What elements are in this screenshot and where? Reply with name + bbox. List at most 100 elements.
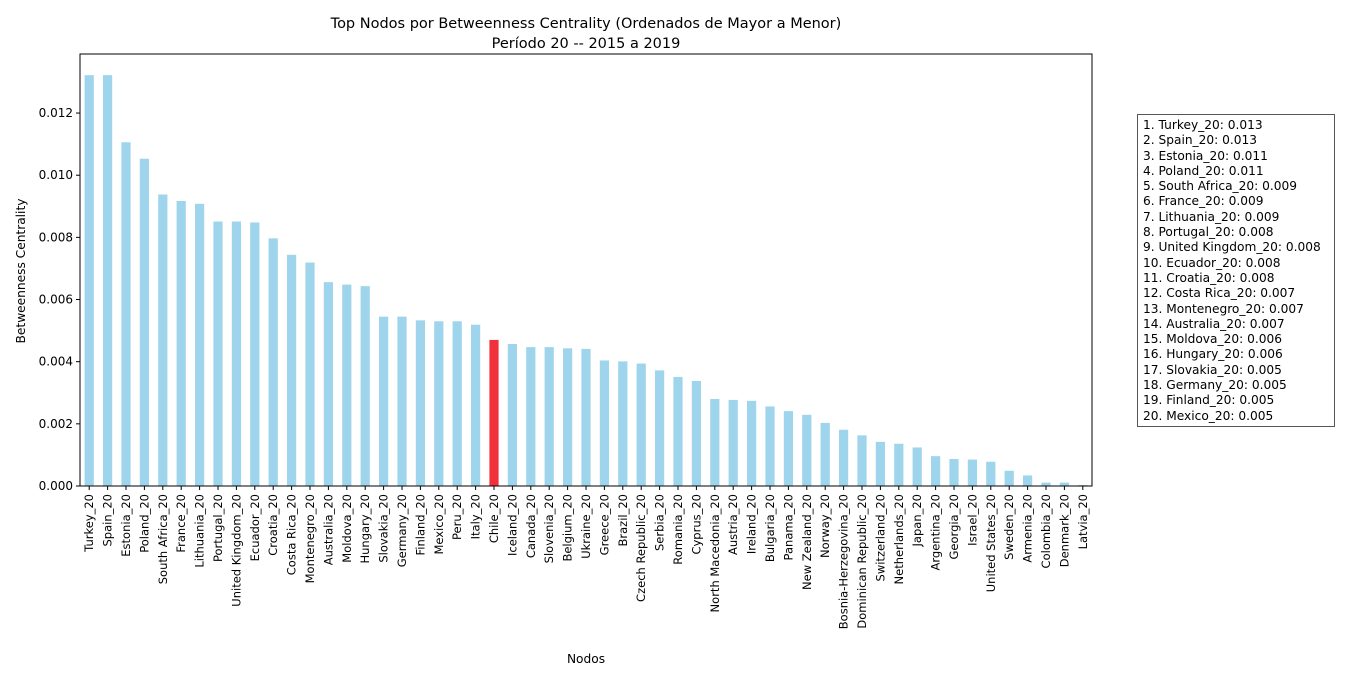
- x-tick-label: Ireland_20: [745, 494, 759, 554]
- bar: [802, 414, 812, 486]
- bar: [103, 75, 113, 486]
- legend-entry: 9. United Kingdom_20: 0.008: [1143, 240, 1321, 255]
- bar: [747, 400, 757, 486]
- x-tick-label: Serbia_20: [653, 494, 667, 551]
- bar: [397, 316, 407, 486]
- bar: [544, 347, 554, 486]
- x-tick-label: United Kingdom_20: [229, 494, 243, 607]
- x-tick-label: Colombia_20: [1039, 494, 1053, 568]
- x-axis: Turkey_20 Spain_20 Estonia_20 Poland_20 Sout…: [82, 486, 1090, 629]
- y-tick-label: 0.010: [39, 168, 73, 182]
- x-tick-label: Spain_20: [101, 494, 115, 547]
- bar: [489, 339, 499, 486]
- bar: [912, 447, 922, 486]
- bar: [710, 398, 720, 486]
- x-tick-label: Poland_20: [137, 494, 151, 553]
- bar: [323, 282, 333, 486]
- bar: [176, 201, 186, 486]
- x-tick-label: Bosnia-Herzegovina_20: [837, 494, 851, 629]
- bar: [213, 221, 223, 486]
- legend-entries: 1. Turkey_20: 0.013 2. Spain_20: 0.013 3. …: [1143, 118, 1334, 424]
- bar: [139, 158, 149, 487]
- legend-entry: 3. Estonia_20: 0.011: [1143, 148, 1268, 163]
- chart-subtitle: Período 20 -- 2015 a 2019: [492, 36, 681, 52]
- bar: [195, 203, 205, 487]
- bar: [434, 321, 444, 486]
- bar: [894, 443, 904, 486]
- x-tick-label: Argentina_20: [929, 494, 943, 570]
- bar: [986, 461, 996, 486]
- plot-frame: [79, 53, 1093, 487]
- bar: [636, 363, 646, 486]
- x-tick-label: Sweden_20: [1002, 494, 1016, 560]
- x-tick-label: Netherlands_20: [892, 494, 906, 584]
- x-tick-label: Moldova_20: [340, 494, 354, 563]
- bar: [121, 142, 131, 486]
- legend-entry: 2. Spain_20: 0.013: [1143, 133, 1258, 148]
- legend-entry: 11. Croatia_20: 0.008: [1143, 270, 1275, 285]
- x-tick-label: Finland_20: [413, 494, 427, 555]
- bar: [84, 75, 94, 486]
- x-tick-label: Ecuador_20: [248, 494, 262, 561]
- legend-entry: 10. Ecuador_20: 0.008: [1143, 255, 1281, 270]
- bar: [581, 348, 591, 486]
- x-tick-label: Lithuania_20: [193, 494, 207, 568]
- x-tick-label: Israel_20: [965, 494, 979, 546]
- x-tick-label: Australia_20: [321, 494, 335, 565]
- bar: [655, 370, 665, 486]
- x-tick-label: Austria_20: [726, 494, 740, 555]
- chart-title: Top Nodos por Betweenness Centrality (Or…: [330, 16, 842, 32]
- y-tick-label: 0.002: [39, 417, 73, 431]
- x-tick-label: Turkey_20: [82, 494, 96, 553]
- x-tick-label: Chile_20: [487, 494, 501, 543]
- legend-entry: 1. Turkey_20: 0.013: [1143, 118, 1263, 132]
- bar: [287, 254, 297, 486]
- bar: [765, 406, 775, 486]
- x-tick-label: Brazil_20: [616, 494, 630, 546]
- bar: [931, 456, 941, 486]
- legend-entry: 5. South Africa_20: 0.009: [1143, 179, 1298, 194]
- bar: [967, 459, 977, 486]
- x-tick-label: Panama_20: [781, 494, 795, 560]
- x-tick-label: Croatia_20: [266, 494, 280, 556]
- x-tick-label: Slovenia_20: [542, 494, 556, 563]
- bar: [415, 320, 425, 486]
- bar: [820, 422, 830, 486]
- x-tick-label: North Macedonia_20: [708, 494, 722, 612]
- x-tick-label: Dominican Republic_20: [855, 494, 869, 629]
- x-tick-label: United States_20: [984, 494, 998, 592]
- bar: [673, 376, 683, 486]
- x-tick-label: Switzerland_20: [873, 494, 887, 581]
- x-tick-label: Montenegro_20: [303, 494, 317, 583]
- x-tick-label: Armenia_20: [1021, 494, 1035, 563]
- bar: [379, 316, 389, 486]
- bar: [1023, 475, 1033, 486]
- legend-entry: 12. Costa Rica_20: 0.007: [1143, 286, 1296, 301]
- x-tick-label: Italy_20: [469, 494, 483, 539]
- x-tick-label: Ukraine_20: [579, 494, 593, 559]
- bars-group: [84, 75, 1088, 487]
- x-tick-label: Georgia_20: [947, 494, 961, 559]
- x-tick-label: Belgium_20: [561, 494, 575, 562]
- x-tick-label: Japan_20: [910, 494, 924, 547]
- bar: [231, 221, 241, 486]
- bar: [526, 347, 536, 486]
- legend-entry: 15. Moldova_20: 0.006: [1143, 332, 1282, 347]
- x-tick-label: Iceland_20: [505, 494, 519, 556]
- y-axis-label: Betweenness Centrality: [14, 199, 28, 344]
- legend-entry: 8. Portugal_20: 0.008: [1143, 225, 1274, 240]
- x-tick-label: Costa Rica_20: [285, 494, 299, 575]
- x-axis-label: Nodos: [567, 652, 605, 666]
- bar: [691, 380, 701, 486]
- bar: [949, 458, 959, 486]
- x-tick-label: Peru_20: [450, 494, 464, 540]
- y-axis: 0.000 0.002 0.004 0.006 0.008 0.010 0.012: [39, 106, 80, 493]
- x-tick-label: Mexico_20: [432, 494, 446, 555]
- x-tick-label: Czech Republic_20: [634, 494, 648, 602]
- x-tick-label: Romania_20: [671, 494, 685, 565]
- bar: [250, 222, 260, 486]
- x-tick-label: New Zealand_20: [800, 494, 814, 590]
- y-tick-label: 0.008: [39, 230, 73, 244]
- legend-entry: 14. Australia_20: 0.007: [1143, 316, 1285, 331]
